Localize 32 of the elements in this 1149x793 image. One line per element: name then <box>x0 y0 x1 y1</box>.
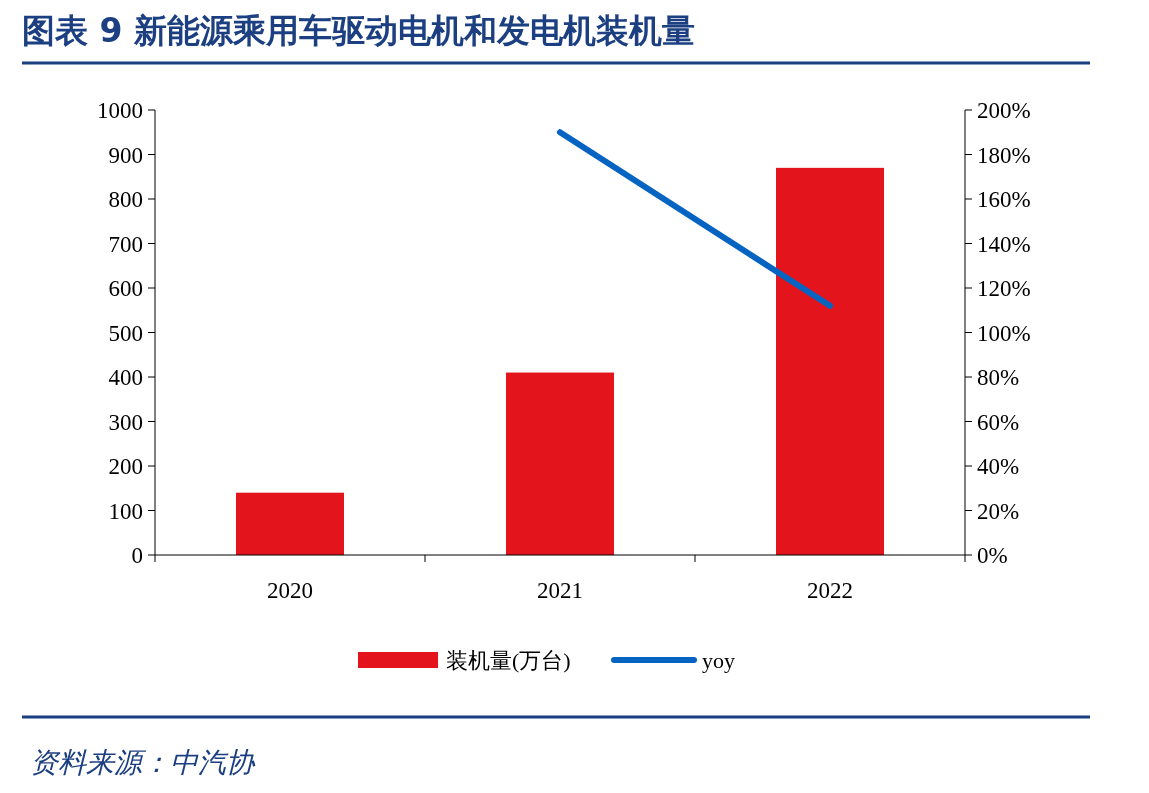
y2-tick-label: 200% <box>977 98 1031 123</box>
legend-label: yoy <box>702 648 735 673</box>
y2-tick-label: 120% <box>977 276 1031 301</box>
y2-tick-label: 140% <box>977 231 1031 257</box>
chart-title: 图表 9 新能源乘用车驱动电机和发电机装机量 <box>22 11 695 50</box>
text: 资料来源：中汽协 <box>30 746 256 779</box>
y2-tick-label: 0% <box>977 543 1008 568</box>
y-tick-label: 900 <box>108 142 143 168</box>
y2-tick-label: 20% <box>977 498 1020 524</box>
y-tick-label: 300 <box>108 409 143 435</box>
x-tick-label: 2022 <box>807 578 853 603</box>
legend-label: 装机量(万台) <box>446 648 571 673</box>
y-tick-label: 800 <box>108 187 143 212</box>
y2-tick-label: 40% <box>977 454 1020 479</box>
y2-tick-label: 180% <box>977 142 1031 168</box>
y-tick-label: 500 <box>108 320 143 346</box>
bar <box>776 167 884 555</box>
y-tick-label: 0 <box>131 543 143 568</box>
y2-tick-label: 80% <box>977 365 1020 390</box>
y-tick-label: 100 <box>108 498 143 524</box>
y2-tick-label: 60% <box>977 409 1020 435</box>
y-tick-label: 700 <box>108 231 143 257</box>
y2-tick-label: 160% <box>977 187 1031 212</box>
y-tick-label: 400 <box>108 365 143 390</box>
x-tick-label: 2020 <box>267 578 313 603</box>
y-tick-label: 1000 <box>97 98 143 123</box>
y-tick-label: 600 <box>108 276 143 301</box>
bar <box>506 372 614 555</box>
bar <box>236 492 344 555</box>
x-tick-label: 2021 <box>537 578 583 603</box>
y-tick-label: 200 <box>108 454 143 479</box>
y2-tick-label: 100% <box>977 320 1031 346</box>
